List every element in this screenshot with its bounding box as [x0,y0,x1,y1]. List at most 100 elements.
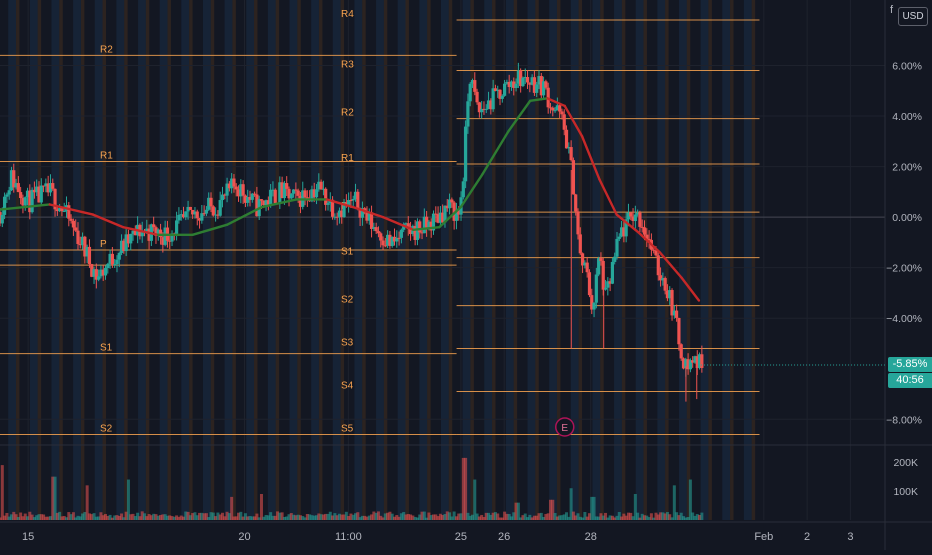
candle-body[interactable] [243,195,248,203]
candle-body[interactable] [0,214,4,224]
candle-body[interactable] [454,210,459,221]
candle-body[interactable] [665,290,670,299]
time-axis-label[interactable]: 26 [498,531,510,543]
candle-body[interactable] [461,181,465,198]
candle-body[interactable] [603,287,608,290]
candle-body[interactable] [574,194,578,212]
candle-body[interactable] [473,80,477,92]
time-axis-label[interactable]: 2 [804,531,810,543]
candle-body[interactable] [269,189,273,205]
candle-body[interactable] [358,208,362,218]
candle-body[interactable] [310,189,314,202]
candle-body[interactable] [252,193,257,195]
candle-body[interactable] [9,170,14,191]
candle-body[interactable] [78,243,82,246]
candle-body[interactable] [429,221,433,231]
candle-body[interactable] [679,344,683,359]
candle-body[interactable] [90,264,94,277]
candle-body[interactable] [303,190,307,198]
candle-body[interactable] [92,269,96,277]
candle-body[interactable] [645,234,649,239]
candle-body[interactable] [204,209,209,214]
time-axis-label[interactable]: 3 [847,531,853,543]
candle-body[interactable] [200,213,204,221]
candle-body[interactable] [633,214,637,222]
candle-body[interactable] [470,80,475,84]
time-axis-label[interactable]: 25 [455,531,467,543]
candle-body[interactable] [475,91,479,103]
candle-body[interactable] [234,186,238,190]
candle-body[interactable] [590,295,594,310]
candle-body[interactable] [278,182,282,203]
candle-body[interactable] [175,220,179,236]
candle-body[interactable] [126,234,131,244]
candle-body[interactable] [262,200,266,206]
volume-axis-label[interactable]: 100K [893,486,918,498]
candle-body[interactable] [131,230,135,234]
time-axis[interactable]: 15 20 11:00 25 26 28 Feb 2 3 [22,531,853,543]
candle-body[interactable] [246,196,250,203]
candle-body[interactable] [392,236,397,242]
candle-body[interactable] [654,250,658,256]
candle-body[interactable] [115,259,119,265]
candle-body[interactable] [294,189,298,191]
candle-body[interactable] [55,209,59,212]
candle-body[interactable] [592,302,596,310]
candle-body[interactable] [532,77,537,93]
candle-body[interactable] [179,214,183,216]
time-axis-label[interactable]: Feb [754,531,773,543]
time-axis-label[interactable]: 20 [238,531,250,543]
candle-body[interactable] [46,183,50,193]
candle-body[interactable] [48,183,53,193]
candle-body[interactable] [585,262,589,273]
candle-body[interactable] [583,262,587,266]
candle-body[interactable] [693,356,697,363]
candle-body[interactable] [25,190,30,198]
candle-body[interactable] [480,108,484,113]
price-axis-label[interactable]: 4.00% [892,111,922,123]
candle-body[interactable] [154,227,158,236]
time-axis-label[interactable]: 11:00 [335,531,362,543]
candle-body[interactable] [23,197,27,206]
candle-body[interactable] [498,89,502,99]
candle-body[interactable] [640,226,644,228]
candle-body[interactable] [255,194,259,217]
candle-body[interactable] [663,278,667,291]
candle-body[interactable] [622,227,626,237]
candle-body[interactable] [312,189,316,198]
candle-body[interactable] [71,220,75,228]
candle-body[interactable] [259,199,264,201]
candle-body[interactable] [356,191,360,209]
candle-body[interactable] [636,212,640,215]
candle-body[interactable] [601,260,605,290]
candle-body[interactable] [264,200,268,206]
candle-body[interactable] [152,224,156,228]
candle-body[interactable] [390,236,394,246]
candle-body[interactable] [122,240,126,252]
candle-body[interactable] [147,228,151,241]
candle-body[interactable] [507,81,511,88]
candle-body[interactable] [578,234,582,254]
candle-body[interactable] [379,233,383,241]
candle-body[interactable] [652,249,656,251]
candle-body[interactable] [567,147,571,149]
candle-body[interactable] [188,206,192,210]
candle-body[interactable] [99,269,103,277]
candle-body[interactable] [319,181,323,190]
candle-body[interactable] [587,272,592,296]
candle-body[interactable] [106,263,110,269]
candle-body[interactable] [539,76,543,96]
candle-body[interactable] [376,231,381,234]
candle-body[interactable] [427,221,431,229]
candle-body[interactable] [67,205,71,219]
candle-body[interactable] [326,203,330,205]
price-axis[interactable]: 6.00% 4.00% 2.00% 0.00% −2.00% −4.00% −8.00% 20… [886,60,922,498]
candle-body[interactable] [333,216,337,218]
candle-body[interactable] [94,269,98,280]
candle-body[interactable] [207,197,211,210]
candle-body[interactable] [491,88,495,110]
candle-body[interactable] [140,230,144,237]
candle-body[interactable] [597,258,601,275]
